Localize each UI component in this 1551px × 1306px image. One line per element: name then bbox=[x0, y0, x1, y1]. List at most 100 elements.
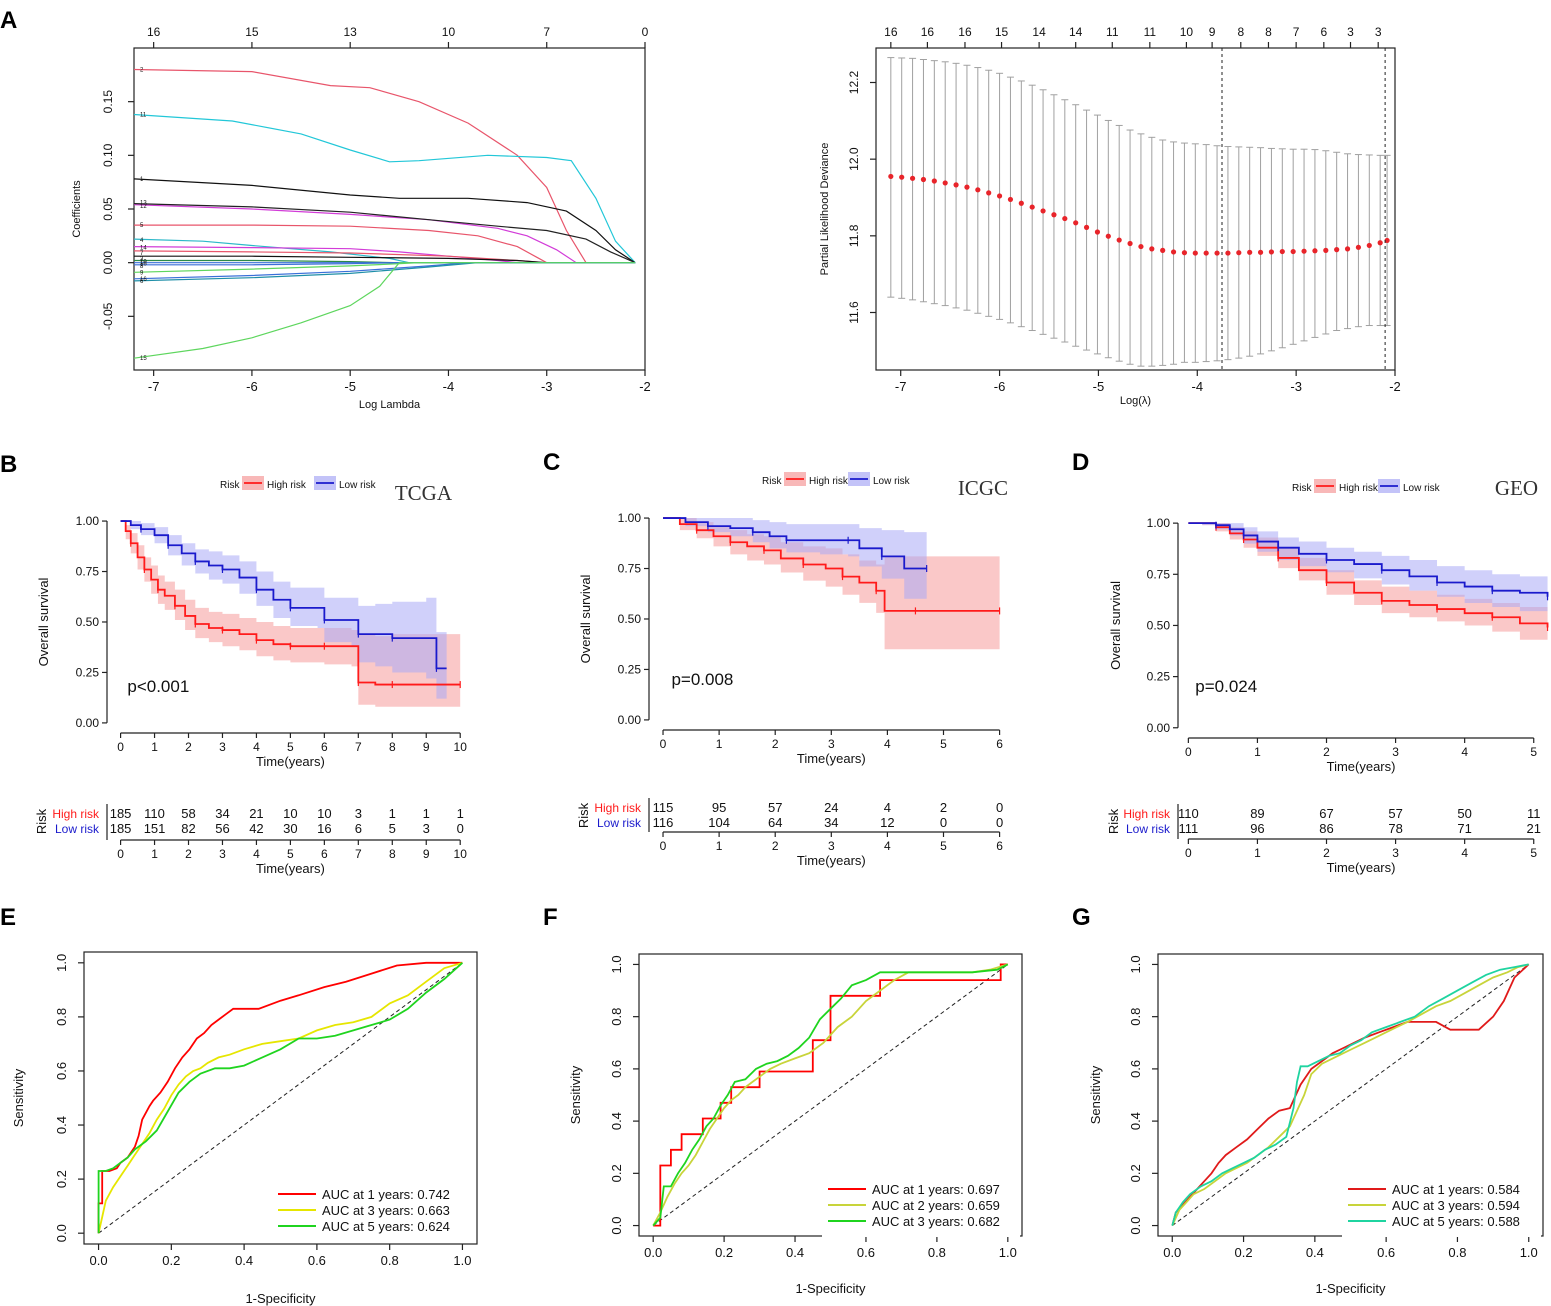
legend-entry: Low risk bbox=[873, 476, 911, 487]
x-tick-label: 1.0 bbox=[999, 1245, 1017, 1260]
legend-entry: AUC at 5 years: 0.588 bbox=[1392, 1214, 1520, 1229]
panel-label-f: F bbox=[543, 904, 558, 931]
legend-entry: High risk bbox=[1339, 483, 1379, 494]
deviance-point bbox=[1257, 249, 1264, 255]
y-axis-title: Sensitivity bbox=[568, 1065, 583, 1124]
risk-count: 24 bbox=[824, 800, 838, 815]
x-axis-title: Time(years) bbox=[1327, 759, 1396, 774]
top-tick-label: 6 bbox=[1320, 25, 1327, 39]
x-tick-label: -7 bbox=[148, 379, 160, 394]
x-tick-label: 4 bbox=[253, 740, 260, 754]
deviance-point bbox=[964, 184, 970, 190]
x-tick-label: 0.6 bbox=[1377, 1245, 1395, 1260]
top-tick-label: 14 bbox=[1069, 25, 1083, 39]
x-tick-label: 1 bbox=[1254, 745, 1261, 759]
risk-row-label: Low risk bbox=[597, 816, 642, 830]
coef-label: 15 bbox=[140, 356, 147, 362]
deviance-point bbox=[1247, 249, 1253, 255]
risk-count: 2 bbox=[940, 800, 947, 815]
x-tick-label: -3 bbox=[541, 379, 553, 394]
deviance-point bbox=[986, 190, 992, 196]
y-tick-label: 0.25 bbox=[1147, 670, 1171, 684]
x-tick-label: -2 bbox=[639, 379, 651, 394]
roc-plot-tcga: 0.0 0.2 0.4 0.6 0.8 1.0 0.0 0.2 0.4 0.6 0.8 1.0 1-Sp… bbox=[11, 951, 478, 1306]
risk-count: 57 bbox=[768, 800, 782, 815]
y-tick-label: 1.0 bbox=[1128, 955, 1143, 973]
deviance-point bbox=[1334, 247, 1340, 253]
deviance-point bbox=[1073, 220, 1079, 226]
risk-count: 10 bbox=[317, 806, 331, 821]
y-tick-label: 0.4 bbox=[1128, 1112, 1143, 1130]
x-tick-label: 4 bbox=[1461, 745, 1468, 759]
x-tick-label: 6 bbox=[321, 740, 328, 754]
diagonal-reference bbox=[652, 964, 1009, 1226]
x-tick-label: 9 bbox=[423, 740, 430, 754]
top-tick-label: 0 bbox=[642, 25, 649, 39]
risk-count: 82 bbox=[181, 821, 195, 836]
legend-entry: AUC at 1 years: 0.584 bbox=[1392, 1182, 1520, 1197]
deviance-point bbox=[1192, 250, 1198, 256]
x-axis-title: Log(λ) bbox=[1120, 395, 1151, 407]
risk-count: 115 bbox=[653, 800, 674, 815]
deviance-point bbox=[1170, 249, 1177, 255]
legend-entry: AUC at 1 years: 0.697 bbox=[872, 1182, 1000, 1197]
deviance-point bbox=[1127, 240, 1133, 247]
top-tick-label: 11 bbox=[1106, 25, 1119, 39]
deviance-point bbox=[1290, 248, 1296, 255]
coef-path-12 bbox=[133, 203, 636, 264]
x-tick-label: 3 bbox=[219, 740, 226, 754]
y-axis-title: Overall survival bbox=[1108, 581, 1123, 670]
coef-label: 8 bbox=[140, 264, 144, 270]
y-tick-label: 0.15 bbox=[101, 90, 115, 114]
risk-count: 42 bbox=[249, 821, 263, 836]
risk-x-title: Time(years) bbox=[797, 853, 866, 868]
risk-x-title: Time(years) bbox=[256, 861, 325, 876]
coef-label: 2 bbox=[140, 67, 144, 73]
y-tick-label: 0.75 bbox=[1147, 567, 1171, 581]
roc-plot-icgc: 0.0 0.2 0.4 0.6 0.8 1.0 0.0 0.2 0.4 0.6 0.8 1.0 1-Sp… bbox=[568, 953, 1023, 1296]
y-tick-label: 0.50 bbox=[76, 615, 100, 629]
y-tick-label: 0.00 bbox=[1147, 721, 1171, 735]
panel-label-a: A bbox=[0, 7, 17, 34]
risk-x-tick-label: 4 bbox=[884, 839, 891, 853]
legend-entry: AUC at 3 years: 0.682 bbox=[872, 1214, 1000, 1229]
x-tick-label: 0.4 bbox=[235, 1253, 253, 1268]
y-tick-label: 0.00 bbox=[76, 716, 100, 730]
y-tick-label: 0.25 bbox=[618, 662, 642, 676]
km-plot-icgc: 0.000.250.500.751.000 1 2 3 4 5 6Time(years)Ov… bbox=[576, 472, 1008, 868]
roc-plot-geo: 0.0 0.2 0.4 0.6 0.8 1.0 0.0 0.2 0.4 0.6 0.8 1.0 1-Sp… bbox=[1088, 953, 1544, 1296]
y-axis-title: Coefficients bbox=[71, 180, 83, 238]
coef-path-2 bbox=[133, 68, 636, 264]
risk-count: 4 bbox=[884, 800, 891, 815]
deviance-point bbox=[942, 180, 948, 186]
x-axis-title: Log Lambda bbox=[359, 399, 421, 411]
risk-x-tick-label: 8 bbox=[389, 847, 396, 861]
km-curve-high-risk bbox=[663, 517, 1000, 612]
deviance-point bbox=[1344, 246, 1351, 252]
deviance-point bbox=[1018, 200, 1024, 206]
risk-count: 67 bbox=[1319, 806, 1333, 821]
x-tick-label: 1.0 bbox=[1520, 1245, 1538, 1260]
panel-label-c: C bbox=[543, 449, 560, 476]
top-tick-label: 14 bbox=[1032, 25, 1046, 39]
x-tick-label: 0.4 bbox=[1306, 1245, 1324, 1260]
chart-title: TCGA bbox=[395, 481, 453, 505]
deviance-point bbox=[1051, 212, 1057, 218]
y-tick-label: 0.6 bbox=[609, 1060, 624, 1078]
x-tick-label: -4 bbox=[443, 379, 455, 394]
risk-count: 34 bbox=[824, 815, 838, 830]
top-tick-label: 7 bbox=[543, 25, 550, 39]
x-tick-label: 0.4 bbox=[786, 1245, 804, 1260]
km-curve-low-risk bbox=[1188, 522, 1549, 597]
y-tick-label: 1.00 bbox=[76, 514, 100, 528]
coef-label: 11 bbox=[140, 113, 147, 119]
risk-count: 110 bbox=[144, 806, 165, 821]
x-tick-label: -4 bbox=[1192, 379, 1204, 394]
legend-entry: AUC at 3 years: 0.663 bbox=[322, 1203, 450, 1218]
coef-label: 16 bbox=[140, 277, 147, 283]
top-tick-label: 3 bbox=[1375, 25, 1382, 39]
ci-band-low-risk bbox=[120, 521, 447, 699]
diagonal-reference bbox=[1171, 964, 1530, 1226]
risk-count: 0 bbox=[996, 800, 1003, 815]
